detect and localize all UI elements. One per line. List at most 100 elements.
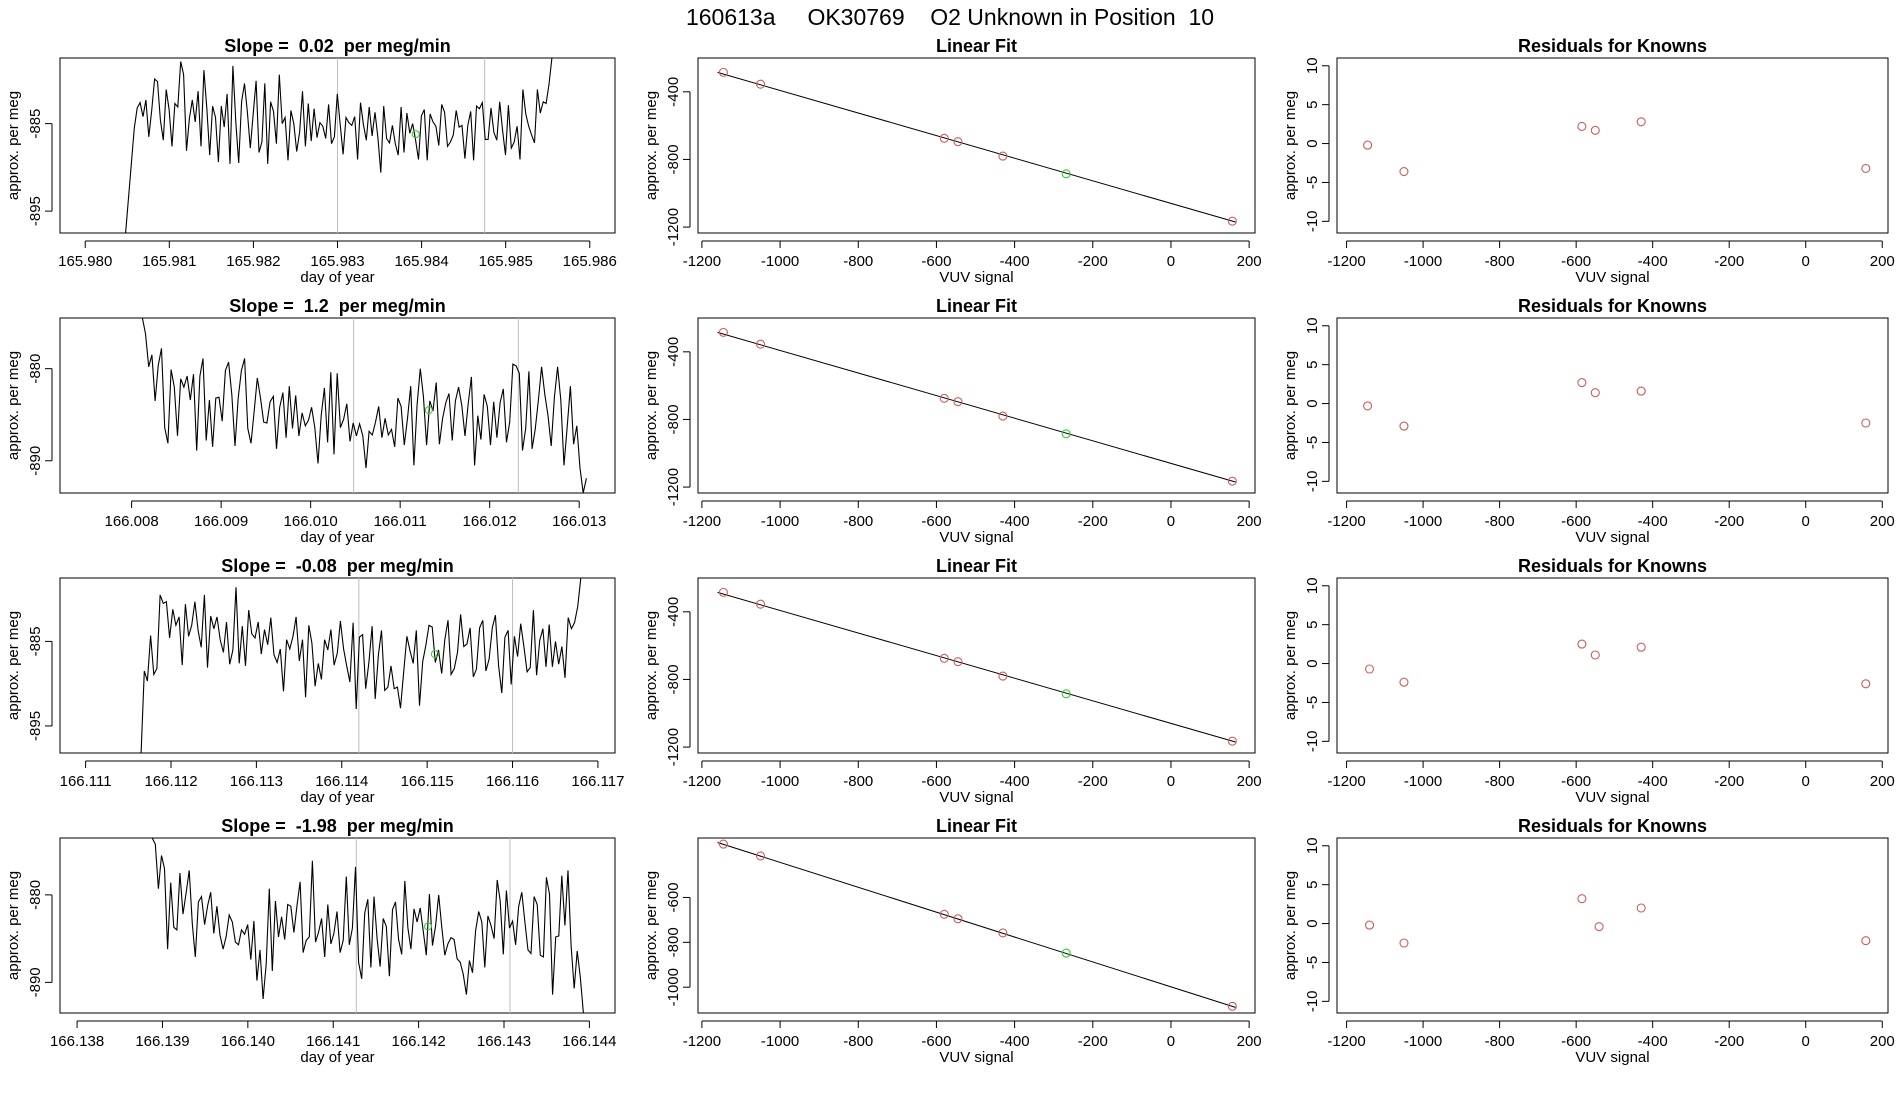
x-tick-label: 200 [1870, 513, 1895, 530]
x-tick-label: -200 [1714, 513, 1744, 530]
position-label: O2 Unknown in Position 10 [930, 4, 1215, 30]
x-axis-label: day of year [300, 1049, 374, 1066]
fit-line [717, 331, 1236, 483]
x-tick-label: 165.986 [563, 253, 617, 270]
unknown-point [1061, 169, 1071, 179]
y-tick-label: -5 [1304, 696, 1321, 709]
known-point [1227, 1001, 1237, 1011]
y-tick-label: 0 [1304, 659, 1321, 667]
y-axis-label: approx. per meg [1282, 91, 1299, 200]
x-tick-label: -1000 [761, 513, 799, 530]
y-tick-label: -10 [1304, 730, 1321, 752]
known-point [953, 657, 963, 667]
x-tick-label: -1000 [761, 773, 799, 790]
y-tick-label: -5 [1304, 956, 1321, 969]
known-point [1364, 664, 1375, 674]
y-tick-label: -895 [27, 196, 44, 226]
x-tick-label: -1000 [1404, 253, 1442, 270]
y-tick-label: -880 [27, 354, 44, 384]
x-tick-label: -400 [1638, 1033, 1668, 1050]
x-tick-label: -1000 [761, 1033, 799, 1050]
x-tick-label: -400 [1638, 253, 1668, 270]
plot-frame [697, 577, 1256, 754]
x-axis: -1200 -1000 -800 -600 -400 -200 0 200 VUV signal [1327, 760, 1895, 806]
x-tick-label: 166.142 [391, 1033, 445, 1050]
x-tick-label: -1200 [683, 253, 721, 270]
x-tick-label: -400 [1000, 1033, 1030, 1050]
chart-title: Residuals for Knowns [1518, 296, 1707, 316]
x-tick-label: 200 [1870, 1033, 1895, 1050]
x-axis-label: VUV signal [1575, 1049, 1649, 1066]
x-tick-label: 166.115 [401, 773, 454, 790]
x-axis: -1200 -1000 -800 -600 -400 -200 0 200 VUV signal [683, 500, 1262, 546]
x-tick-label: 166.114 [315, 773, 368, 790]
x-axis-label: VUV signal [939, 1049, 1013, 1066]
chart-title: Linear Fit [936, 816, 1017, 836]
x-tick-label: 166.112 [144, 773, 197, 790]
y-tick-label: 5 [1304, 100, 1321, 108]
known-point [953, 914, 963, 924]
chart-title: Residuals for Knowns [1518, 556, 1707, 576]
x-tick-label: -1200 [683, 513, 721, 530]
x-tick-label: -800 [1485, 1033, 1515, 1050]
y-tick-label: -5 [1304, 176, 1321, 189]
x-tick-label: -600 [921, 253, 951, 270]
x-axis: 166.138 166.139 166.140 166.141 166.142 166.1… [50, 1020, 617, 1066]
y-axis: -10 -5 0 5 10 approx. per meg [1282, 317, 1330, 492]
y-axis: -10 -5 0 5 10 approx. per meg [1282, 837, 1330, 1012]
x-tick-label: 200 [1870, 773, 1895, 790]
known-point [1861, 936, 1871, 946]
x-axis-label: day of year [300, 789, 374, 806]
chart-title: Slope = 1.2 per meg/min [229, 296, 446, 316]
chart-title: Slope = -1.98 per meg/min [221, 816, 454, 836]
known-point [998, 671, 1008, 681]
plot-frame [697, 837, 1256, 1014]
y-axis: -1200 -800 -400 approx. per meg [643, 77, 691, 246]
known-point [1636, 386, 1646, 396]
known-point [1399, 677, 1409, 687]
y-axis-label: approx. per meg [5, 611, 22, 720]
plot-area [717, 327, 1237, 486]
known-point [1636, 117, 1646, 127]
known-point [1227, 736, 1237, 746]
x-tick-label: -200 [1078, 253, 1108, 270]
known-point [1363, 401, 1373, 411]
y-tick-label: -1200 [665, 468, 682, 506]
y-axis-label: approx. per meg [1282, 871, 1299, 980]
plot-area [717, 587, 1237, 746]
y-tick-label: -800 [665, 927, 682, 957]
known-point [1594, 922, 1604, 932]
known-point [1636, 903, 1646, 913]
known-point [1227, 476, 1237, 486]
plot-frame [1336, 577, 1889, 754]
unknown-point [1061, 689, 1071, 699]
y-tick-label: 5 [1304, 880, 1321, 888]
x-tick-label: 0 [1802, 513, 1810, 530]
chart-panel-r0-c2: Residuals for Knowns-1200 -1000 -800 -600 -4… [1282, 36, 1895, 286]
x-tick-label: -200 [1714, 773, 1744, 790]
fit-line [717, 71, 1236, 223]
x-axis: -1200 -1000 -800 -600 -400 -200 0 200 VUV signal [683, 240, 1262, 286]
x-tick-label: 0 [1802, 1033, 1810, 1050]
known-point [1861, 679, 1871, 689]
y-tick-label: -1200 [665, 728, 682, 766]
x-tick-label: -200 [1078, 773, 1108, 790]
x-tick-label: 166.013 [552, 513, 606, 530]
chart-title: Slope = 0.02 per meg/min [224, 36, 451, 56]
known-point [1399, 421, 1409, 431]
chart-panel-r3-c0: Slope = -1.98 per meg/min 166.138 166.139 1… [5, 816, 617, 1066]
x-tick-label: -800 [843, 773, 873, 790]
known-point [953, 397, 963, 407]
x-tick-label: 166.012 [463, 513, 517, 530]
known-point [755, 851, 766, 861]
plot-area [1363, 378, 1871, 431]
y-tick-label: -600 [665, 882, 682, 912]
x-tick-label: 200 [1870, 253, 1895, 270]
series-line [141, 318, 587, 493]
fit-line [717, 842, 1236, 1008]
x-tick-label: 166.143 [477, 1033, 531, 1050]
x-tick-label: -1200 [1327, 253, 1365, 270]
x-tick-label: -200 [1714, 253, 1744, 270]
